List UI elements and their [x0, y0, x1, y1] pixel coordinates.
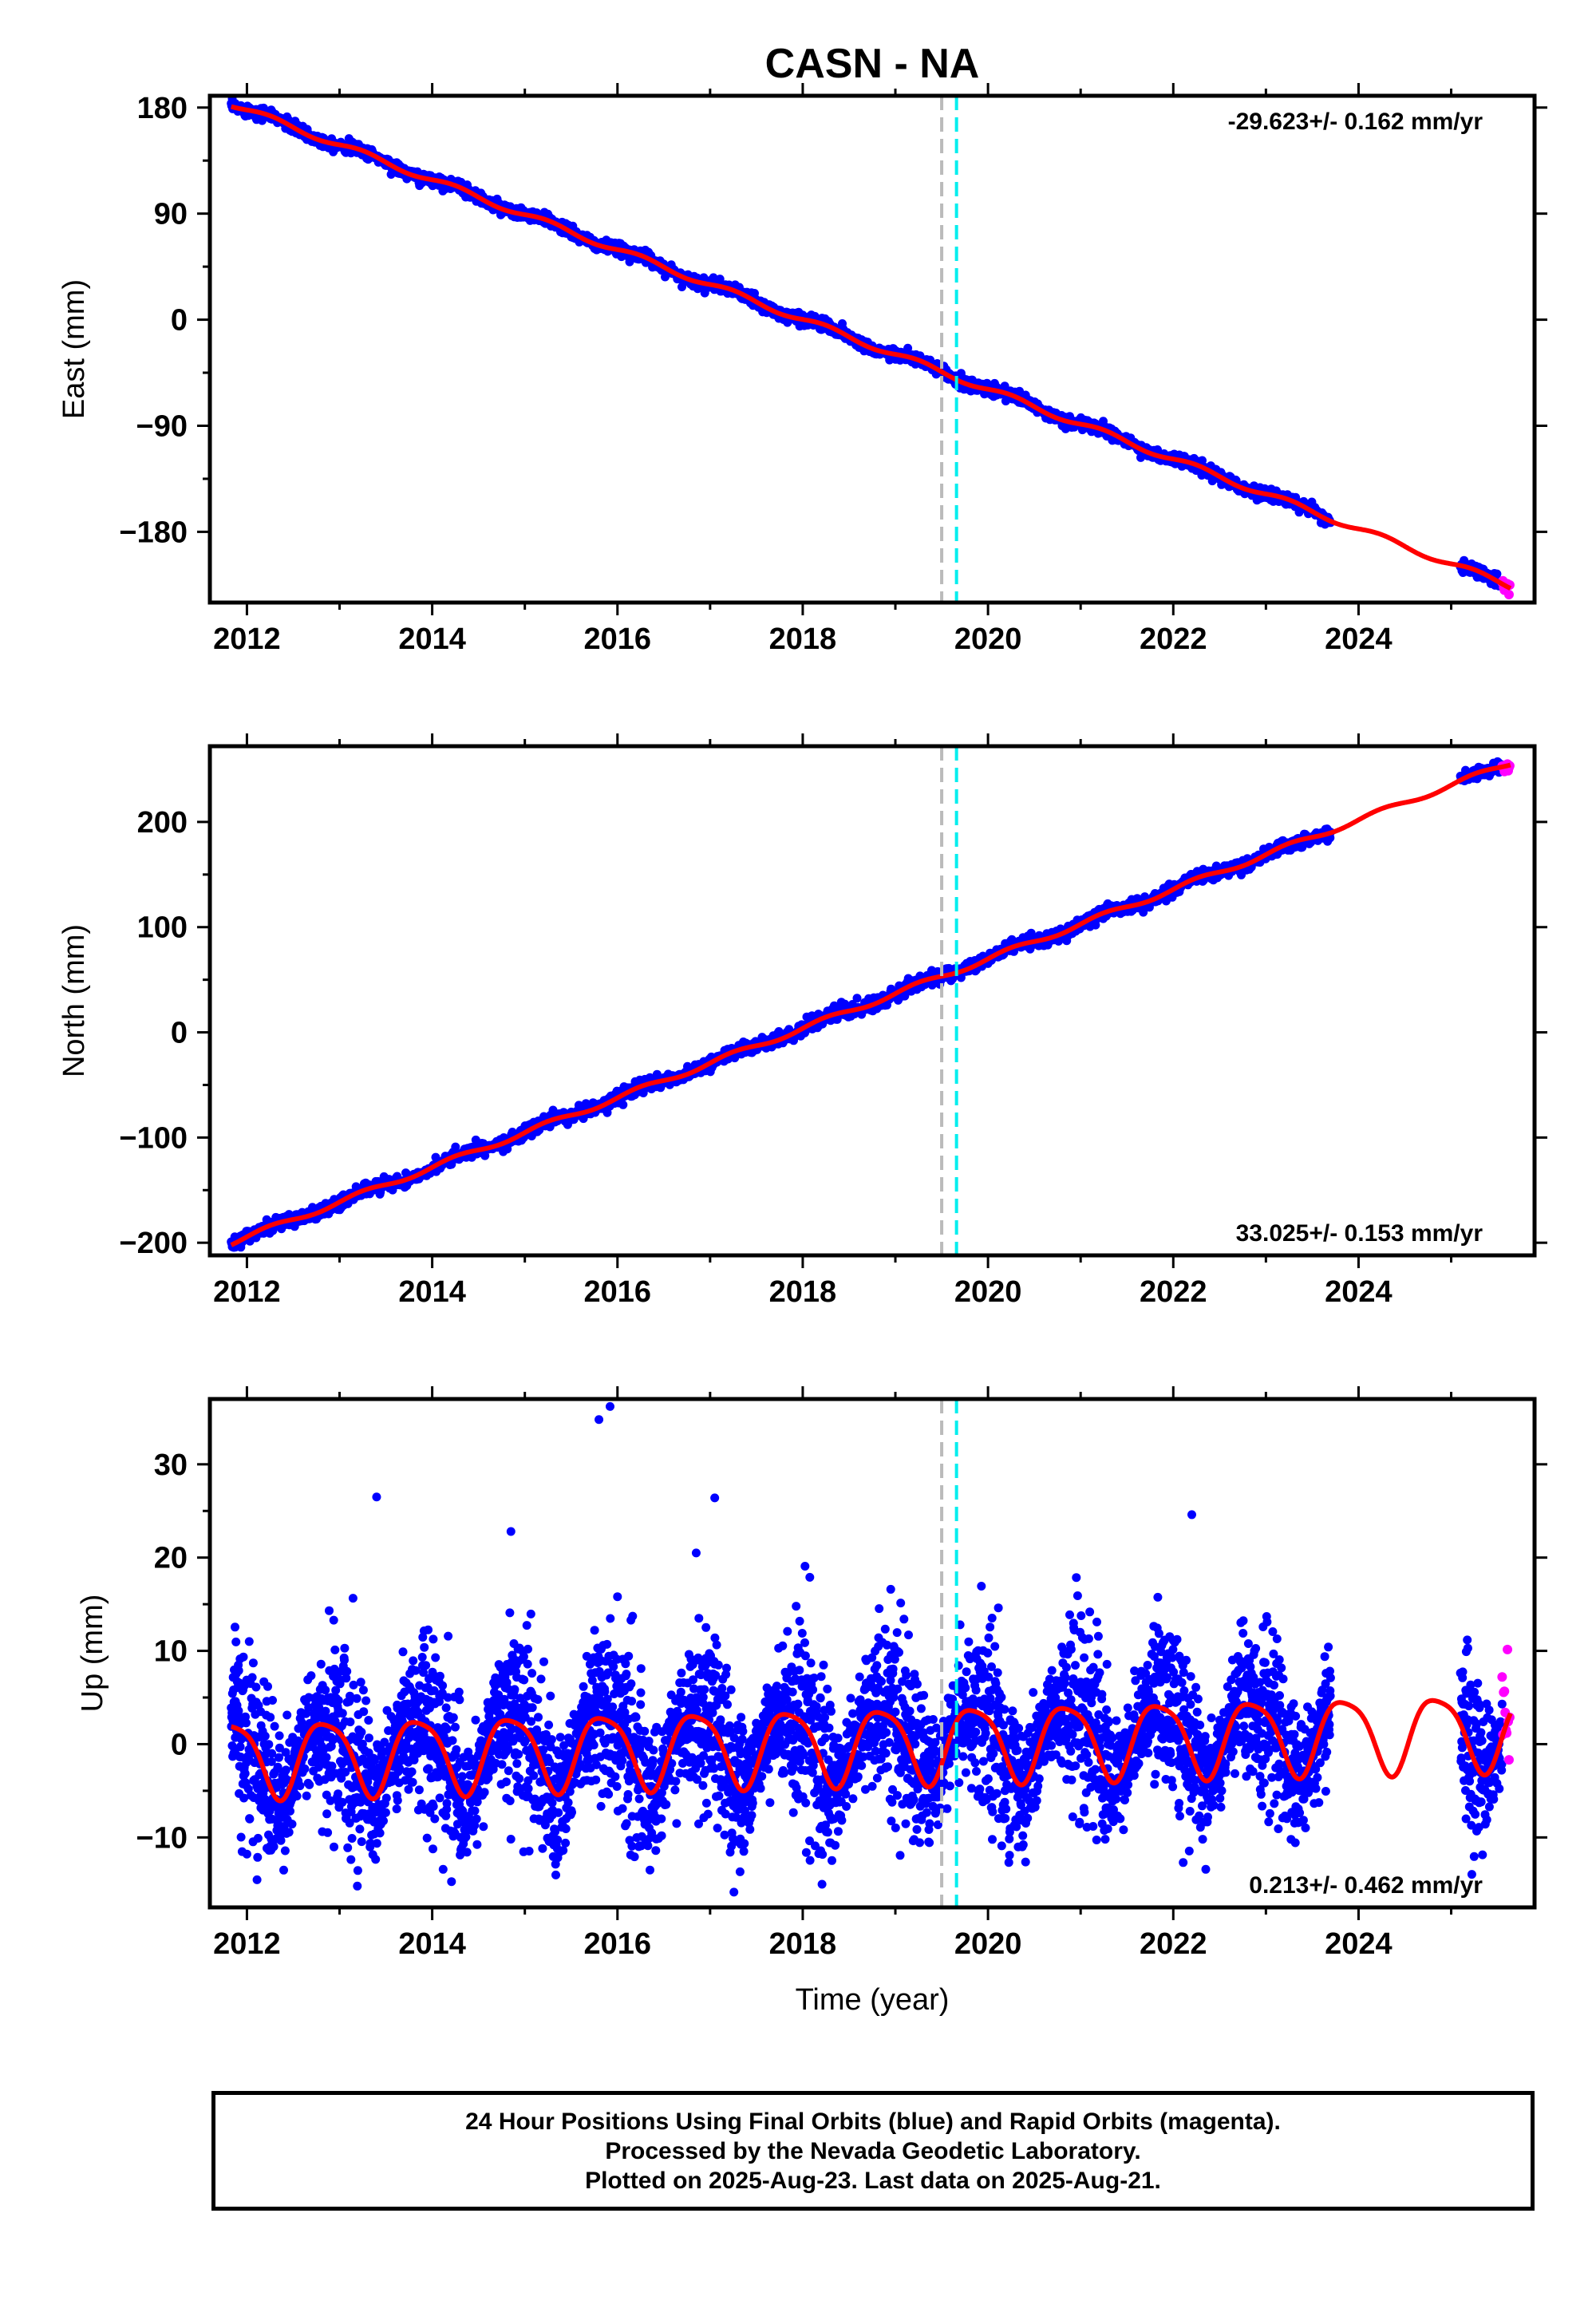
data-point — [305, 1780, 314, 1789]
data-point — [234, 1666, 243, 1675]
plot-area — [227, 746, 1515, 1255]
data-point — [244, 1637, 254, 1646]
data-point — [247, 1673, 257, 1682]
data-point — [231, 1622, 239, 1632]
rapid-point — [1503, 589, 1514, 599]
y-tick-label: −100 — [119, 1121, 188, 1155]
y-tick-label: −180 — [119, 516, 188, 549]
data-point — [306, 1671, 316, 1681]
x-tick-label: 2016 — [583, 622, 651, 656]
panel-up: 2012 2014 2016 2018 2020 2022 20243020100−10Up… — [76, 1386, 1547, 1961]
data-point — [281, 1765, 290, 1775]
x-tick-label: 2022 — [1140, 622, 1207, 656]
panel-north: 2012 2014 2016 2018 2020 2022 2024 200 100 0 −100 −… — [57, 733, 1547, 1309]
x-tick-label: 2012 — [213, 1275, 281, 1309]
y-axis-label: East (mm) — [57, 279, 91, 419]
x-tick-label: 2020 — [954, 622, 1022, 656]
data-point — [287, 1820, 297, 1829]
panel-east: 2012 2014 2016 2018 2020 2022 2024 180 90 0 −90 −18… — [57, 83, 1547, 656]
chart-title: CASN - NA — [765, 41, 980, 87]
model-fit-line — [229, 104, 1512, 591]
data-point — [618, 1100, 628, 1109]
data-point — [268, 1696, 277, 1705]
data-point — [269, 1842, 279, 1852]
data-point — [231, 1637, 241, 1646]
x-tick-label: 2014 — [398, 1275, 466, 1309]
y-axis-label: North (mm) — [57, 924, 91, 1077]
data-point — [236, 1832, 246, 1842]
data-point — [242, 1849, 251, 1859]
y-tick-label: −90 — [136, 409, 188, 443]
x-tick-label: 2012 — [213, 622, 281, 656]
final-orbits-series — [227, 96, 1507, 591]
data-point — [279, 1865, 288, 1875]
data-point — [235, 1742, 245, 1752]
y-tick-label: 0 — [171, 304, 188, 338]
rate-label: 33.025+/- 0.153 mm/yr — [1236, 1220, 1483, 1247]
data-point — [282, 1710, 292, 1720]
data-point — [280, 1846, 290, 1856]
data-point — [276, 1836, 286, 1845]
y-tick-label: −200 — [119, 1227, 188, 1260]
data-point — [295, 1781, 305, 1791]
data-point — [286, 1806, 294, 1816]
data-point — [248, 1658, 258, 1668]
data-point — [263, 1682, 272, 1691]
y-tick-label: 200 — [137, 806, 188, 840]
data-point — [242, 1718, 251, 1728]
data-point — [292, 1792, 302, 1800]
x-tick-label: 2020 — [954, 1275, 1022, 1309]
x-tick-label: 2022 — [1140, 1275, 1207, 1309]
x-tick-label: 2016 — [583, 1275, 651, 1309]
y-tick-label: 90 — [154, 198, 188, 231]
plot-area — [227, 1399, 1515, 1907]
data-point — [245, 1814, 255, 1824]
data-point — [260, 1731, 270, 1741]
x-tick-label: 2024 — [1325, 1275, 1393, 1309]
data-point — [275, 1731, 284, 1741]
x-tick-label: 2024 — [1325, 622, 1393, 656]
data-point — [266, 1713, 275, 1722]
data-point — [253, 1852, 263, 1862]
x-tick-label: 2018 — [769, 622, 837, 656]
plot-area — [227, 96, 1515, 603]
final-orbits-series — [227, 1401, 1507, 1897]
data-point — [252, 1875, 262, 1884]
data-point — [251, 1682, 261, 1692]
data-point — [852, 994, 862, 1003]
rate-label: -29.623+/- 0.162 mm/yr — [1228, 109, 1483, 135]
data-point — [903, 343, 913, 353]
y-tick-label: 0 — [171, 1017, 188, 1050]
model-fit-line — [229, 762, 1512, 1247]
data-point — [284, 1828, 294, 1837]
data-point — [253, 1833, 263, 1843]
x-tick-label: 2018 — [769, 1275, 837, 1309]
data-point — [264, 1740, 274, 1749]
y-tick-label: 100 — [137, 911, 188, 945]
data-point — [302, 1791, 311, 1800]
data-point — [240, 1769, 250, 1778]
data-point — [300, 1764, 310, 1773]
data-point — [239, 1652, 248, 1662]
panels: 2012 2014 2016 2018 2020 2022 2024 180 90 0 −90 −18… — [57, 83, 1547, 1961]
x-tick-label: 2014 — [398, 622, 466, 656]
y-tick-label: 180 — [137, 92, 188, 125]
data-point — [270, 1721, 279, 1731]
